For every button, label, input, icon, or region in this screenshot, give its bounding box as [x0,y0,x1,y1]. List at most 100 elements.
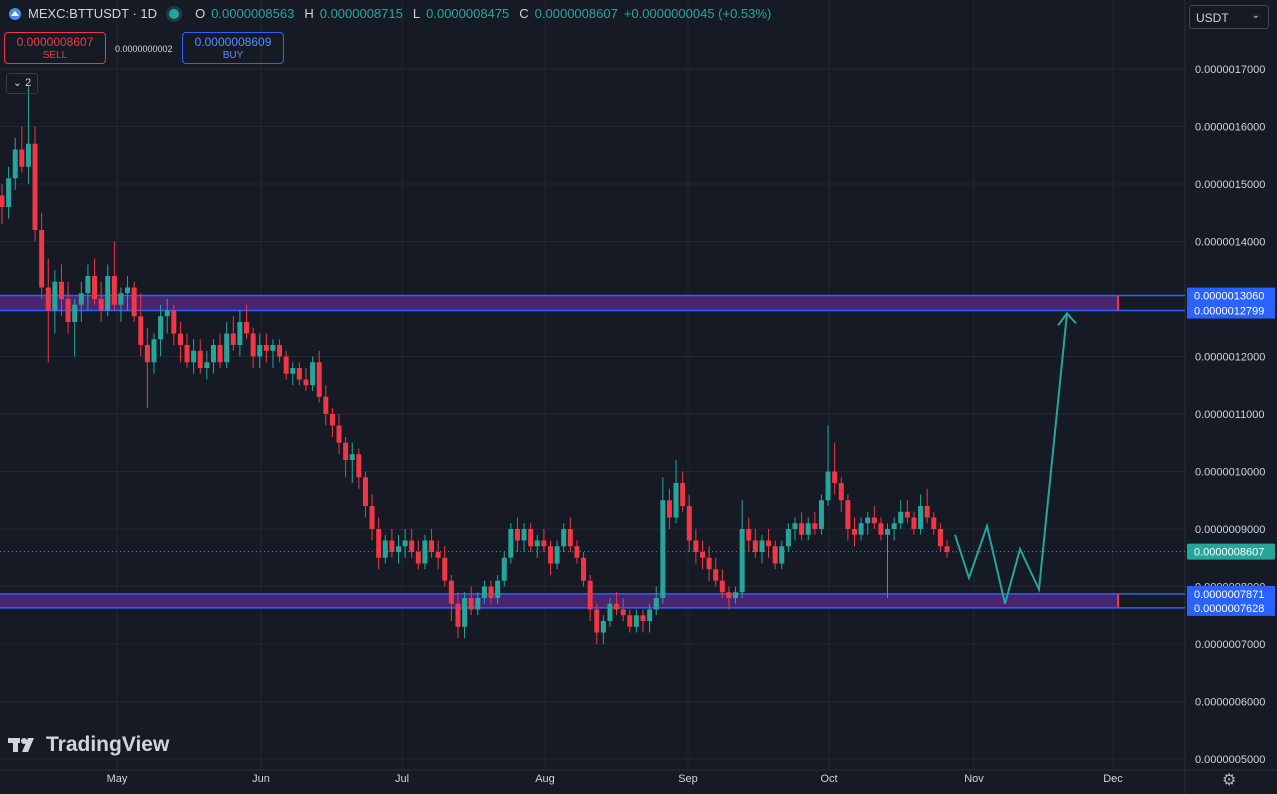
time-axis[interactable]: May Jun Jul Aug Sep Oct Nov Dec [107,773,1124,785]
candle-body [514,529,520,541]
time-tick-label: Sep [678,773,698,785]
candle-body [111,276,117,305]
candle-body [825,471,831,501]
candle-body [600,621,606,633]
candle-body [785,529,791,547]
candle-body [541,540,547,547]
candle-body [58,281,64,299]
candle-body [640,615,646,621]
projection-arrowhead [1057,311,1077,326]
candle-body [746,529,752,541]
sell-price: 0.0000008607 [16,35,94,49]
last-price-tag [1187,543,1275,560]
candle-body [733,592,739,598]
candle-body [171,310,177,334]
candle-body [581,557,587,581]
zone-price-tag [1187,287,1275,304]
candle-body [151,339,157,363]
candle-body [316,362,322,397]
candle-body [402,540,408,547]
candle-body [455,603,461,627]
projection [954,311,1077,605]
buy-label: BUY [222,50,244,61]
time-tick-label: Oct [820,773,837,785]
candle-body [799,523,805,535]
candle-body [283,356,289,374]
candle-body [805,523,811,535]
candle-body [812,523,818,529]
currency-select[interactable]: USDT ⌄ [1189,5,1269,29]
candle-body [561,529,567,547]
price-tick-label: 0.0000006000 [1195,697,1265,709]
symbol-title[interactable]: MEXC:BTTUSDT · 1D [28,6,158,21]
candle-body [521,529,527,541]
candle-body [468,598,474,610]
open-label: O [195,6,206,21]
candle-body [838,483,844,501]
candle-body [587,580,593,610]
price-axis[interactable]: 0.0000017000 0.0000016000 0.0000015000 0.00… [1187,64,1275,766]
open-value: 0.0000008563 [211,6,295,21]
legend-header: MEXC:BTTUSDT · 1D O 0.0000008563 H 0.00000… [8,6,771,21]
candle-body [250,333,256,357]
candle-body [323,396,329,414]
indicators-count: 2 [25,77,32,89]
sell-button[interactable]: 0.0000008607 SELL [4,32,106,64]
close-label: C [519,6,529,21]
tradingview-logo[interactable]: TradingView [8,733,169,757]
candle-body [369,506,375,529]
price-tick-label: 0.0000010000 [1195,467,1265,479]
tradingview-logo-icon [8,738,34,752]
candle-body [270,345,276,351]
price-tick-label: 0.0000016000 [1195,122,1265,134]
candle-body [660,500,666,598]
zone-price-label: 0.0000007628 [1194,603,1264,615]
candle-body [343,442,349,460]
indicators-toggle-button[interactable]: ⌄ 2 [6,73,38,94]
candle-body [25,143,31,167]
candle-body [329,414,335,426]
candle-body [32,143,38,230]
candle-body [448,580,454,604]
candle-body [845,500,851,529]
candle-body [918,506,924,529]
zones [0,294,1185,609]
candle-body [752,540,758,552]
brand-name: TradingView [46,733,170,756]
price-tick-label: 0.0000005000 [1195,754,1265,766]
price-tick-label: 0.0000011000 [1195,409,1265,421]
candle-body [759,540,765,552]
candle-body [772,546,778,564]
candle-body [118,293,124,305]
time-tick-label: Dec [1103,773,1123,785]
candle-body [481,586,487,598]
buy-button[interactable]: 0.0000008609 BUY [182,32,284,64]
gear-icon[interactable]: ⚙ [1222,772,1237,789]
candle-body [495,580,501,598]
low-value: 0.0000008475 [426,6,510,21]
candle-body [554,546,560,564]
change-value: +0.0000000045 (+0.53%) [623,6,772,21]
candle-body [389,540,395,552]
zone-rect [0,593,1118,608]
candle-body [19,149,25,167]
candle-body [257,345,263,357]
time-tick-label: Jun [252,773,270,785]
candle-body [144,345,150,363]
candle-body [131,287,137,317]
candle-body [693,540,699,552]
zone-price-label: 0.0000007871 [1194,589,1264,601]
market-status-icon [169,8,180,19]
candle-body [706,557,712,570]
close-value: 0.0000008607 [534,6,618,21]
candle-body [713,569,719,581]
time-tick-label: Nov [964,773,984,785]
candle-body [726,592,732,598]
candle-body [891,523,897,529]
price-tick-label: 0.0000014000 [1195,237,1265,249]
high-value: 0.0000008715 [319,6,403,21]
candle-body [224,333,230,363]
price-tick-label: 0.0000012000 [1195,352,1265,364]
